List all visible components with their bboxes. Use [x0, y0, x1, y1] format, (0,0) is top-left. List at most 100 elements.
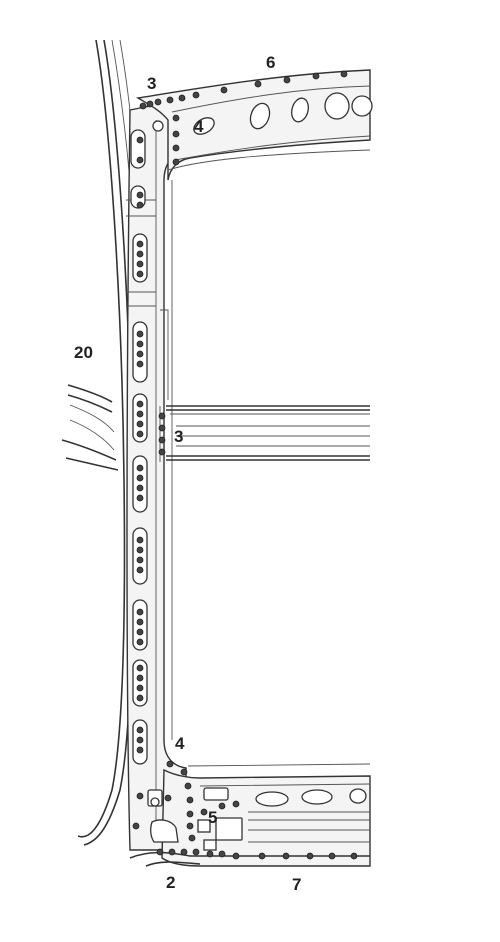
weld-dot: [166, 96, 174, 104]
weld-dot: [158, 424, 166, 432]
weld-dot: [136, 746, 144, 754]
weld-dot: [136, 674, 144, 682]
weld-dot: [186, 810, 194, 818]
weld-dot: [178, 94, 186, 102]
weld-dot: [158, 436, 166, 444]
weld-dot: [136, 340, 144, 348]
callout-2: 2: [166, 873, 175, 892]
weld-dot: [136, 136, 144, 144]
weld-dot: [312, 72, 320, 80]
weld-dot: [136, 260, 144, 268]
weld-dot: [136, 360, 144, 368]
pillar-slot: [132, 659, 148, 707]
weld-dot: [136, 330, 144, 338]
weld-dot: [166, 760, 174, 768]
weld-dot: [136, 410, 144, 418]
weld-dot: [164, 794, 172, 802]
weld-dot: [136, 400, 144, 408]
weld-dot: [136, 464, 144, 472]
weld-dot: [136, 792, 144, 800]
callout-3-top: 3: [147, 74, 156, 93]
weld-dot: [184, 782, 192, 790]
weld-dot: [136, 156, 144, 164]
weld-dot: [220, 86, 228, 94]
part-20-bracket: [61, 384, 119, 471]
callout-4-top: 4: [194, 117, 204, 136]
weld-dot: [136, 694, 144, 702]
weld-dot: [136, 608, 144, 616]
weld-dot: [232, 852, 240, 860]
weld-dot: [218, 850, 226, 858]
weld-dot: [136, 618, 144, 626]
weld-dot: [180, 768, 188, 776]
pillar-slot: [132, 527, 148, 585]
weld-dot: [206, 850, 214, 858]
weld-dot: [154, 98, 162, 106]
weld-dot: [283, 76, 291, 84]
pillar-slot: [132, 455, 148, 513]
weld-dot: [136, 566, 144, 574]
callouts: 3 6 4 20 3 4 5 2 7: [74, 53, 301, 894]
weld-dot: [172, 158, 180, 166]
pillar-slot: [132, 393, 148, 443]
weld-dot: [254, 80, 262, 88]
weld-dot: [136, 430, 144, 438]
weld-dot: [350, 852, 358, 860]
weld-dot: [158, 412, 166, 420]
weld-dot: [136, 638, 144, 646]
weld-dot: [328, 852, 336, 860]
callout-7: 7: [292, 875, 301, 894]
weld-dot: [136, 474, 144, 482]
weld-dot: [172, 144, 180, 152]
weld-dot: [306, 852, 314, 860]
weld-dot: [156, 848, 164, 856]
callout-3-mid: 3: [174, 427, 183, 446]
weld-dot: [168, 848, 176, 856]
weld-dot: [146, 100, 154, 108]
weld-dot: [186, 796, 194, 804]
cross-rail: [155, 405, 370, 462]
weld-dot: [172, 130, 180, 138]
callout-4-bottom: 4: [175, 734, 185, 753]
weld-dot: [136, 191, 144, 199]
sill-panel: [129, 763, 371, 867]
weld-dot: [218, 802, 226, 810]
weld-dot: [172, 114, 180, 122]
weld-dot: [188, 834, 196, 842]
weld-dot: [136, 240, 144, 248]
weld-dot: [180, 848, 188, 856]
weld-dot: [340, 70, 348, 78]
weld-dot: [136, 494, 144, 502]
weld-dot: [132, 822, 140, 830]
pillar-slot: [132, 233, 148, 283]
weld-dot: [139, 102, 147, 110]
callout-20: 20: [74, 343, 93, 362]
weld-dot: [186, 822, 194, 830]
weld-dot: [136, 684, 144, 692]
weld-dot: [232, 800, 240, 808]
weld-dot: [282, 852, 290, 860]
weld-dot: [136, 664, 144, 672]
weld-dot: [158, 448, 166, 456]
weld-dot: [136, 726, 144, 734]
weld-dot: [200, 808, 208, 816]
weld-dot: [136, 546, 144, 554]
weld-dot: [136, 556, 144, 564]
weld-dot: [192, 91, 200, 99]
weld-dot: [136, 350, 144, 358]
weld-dot: [136, 420, 144, 428]
weld-dot: [136, 536, 144, 544]
spot-welds: [132, 70, 358, 860]
weld-dot: [192, 848, 200, 856]
weld-dot: [136, 736, 144, 744]
weld-dot: [136, 201, 144, 209]
weld-dot: [136, 484, 144, 492]
weld-dot: [136, 628, 144, 636]
callout-5: 5: [208, 808, 217, 827]
weld-dot: [136, 270, 144, 278]
weld-dot: [136, 250, 144, 258]
callout-6: 6: [266, 53, 275, 72]
weld-dot: [258, 852, 266, 860]
